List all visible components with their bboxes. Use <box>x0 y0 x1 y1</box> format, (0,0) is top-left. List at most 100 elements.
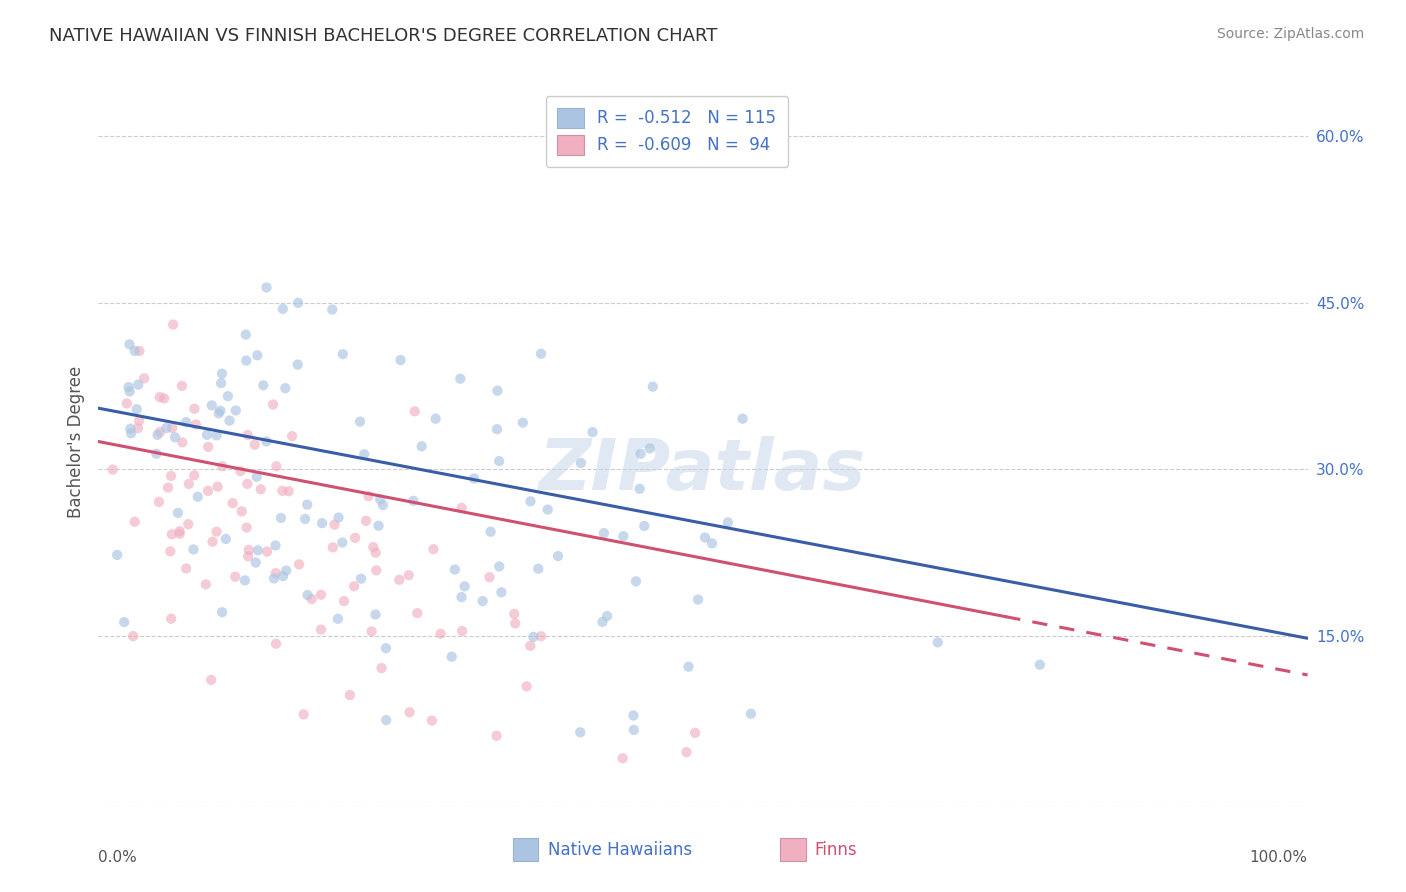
Point <box>612 529 634 543</box>
Point <box>211 459 233 474</box>
Point <box>238 543 260 558</box>
Point <box>233 574 256 588</box>
Point <box>326 612 349 626</box>
Point <box>170 379 193 393</box>
Point <box>194 577 217 591</box>
Point <box>249 483 271 497</box>
Point <box>404 404 426 418</box>
Point <box>263 571 285 585</box>
Point <box>309 588 332 602</box>
Point <box>271 569 294 583</box>
Point <box>124 515 146 529</box>
Point <box>516 680 538 694</box>
Point <box>530 629 553 643</box>
Point <box>717 516 740 530</box>
Point <box>357 489 380 503</box>
Point <box>641 379 664 393</box>
Point <box>449 372 471 386</box>
Point <box>124 343 146 358</box>
Point <box>174 561 197 575</box>
Point <box>266 459 288 474</box>
Point <box>364 607 387 622</box>
Point <box>740 706 762 721</box>
Point <box>160 527 183 541</box>
Point <box>281 429 304 443</box>
Point <box>700 536 723 550</box>
Point <box>271 483 294 498</box>
Point <box>105 548 128 562</box>
Point <box>488 454 510 468</box>
Point <box>569 725 592 739</box>
Point <box>683 726 706 740</box>
Point <box>117 380 139 394</box>
Point <box>155 421 177 435</box>
Point <box>224 570 246 584</box>
Point <box>225 403 247 417</box>
Point <box>693 531 716 545</box>
Point <box>209 403 232 417</box>
Point <box>254 434 277 449</box>
Point <box>256 280 278 294</box>
Point <box>547 549 569 563</box>
Point <box>425 411 447 425</box>
Point <box>236 428 259 442</box>
Point <box>420 714 443 728</box>
Point <box>252 378 274 392</box>
Point <box>323 517 346 532</box>
Point <box>264 637 287 651</box>
Point <box>197 440 219 454</box>
Point <box>128 414 150 428</box>
Point <box>360 624 382 639</box>
Point <box>292 707 315 722</box>
Point <box>527 562 550 576</box>
Legend: R =  -0.512   N = 115, R =  -0.609   N =  94: R = -0.512 N = 115, R = -0.609 N = 94 <box>546 95 787 167</box>
Point <box>246 543 269 558</box>
Point <box>375 713 398 727</box>
Point <box>101 462 124 476</box>
Point <box>678 659 700 673</box>
Point <box>218 414 240 428</box>
Point <box>128 343 150 358</box>
Point <box>402 493 425 508</box>
Point <box>287 358 309 372</box>
Point <box>370 661 392 675</box>
Point <box>633 519 655 533</box>
Point <box>361 540 384 554</box>
Point <box>160 612 183 626</box>
Point <box>169 524 191 539</box>
Point <box>592 615 614 629</box>
Point <box>522 630 544 644</box>
Point <box>581 425 603 439</box>
Point <box>389 353 412 368</box>
Point <box>367 518 389 533</box>
Point <box>238 549 260 564</box>
Point <box>184 417 207 432</box>
Point <box>332 347 354 361</box>
Point <box>353 447 375 461</box>
Point <box>169 526 191 541</box>
Point <box>201 534 224 549</box>
Point <box>450 590 472 604</box>
Point <box>236 476 259 491</box>
Point <box>451 624 474 638</box>
Point <box>145 447 167 461</box>
Text: 100.0%: 100.0% <box>1250 850 1308 864</box>
Point <box>440 649 463 664</box>
Point <box>371 498 394 512</box>
Point <box>200 673 222 687</box>
Point <box>519 494 541 508</box>
Point <box>120 426 142 441</box>
Point <box>221 496 243 510</box>
Point <box>530 347 553 361</box>
Point <box>328 510 350 524</box>
Point <box>125 402 148 417</box>
Point <box>277 484 299 499</box>
Point <box>512 416 534 430</box>
Point <box>350 572 373 586</box>
Point <box>118 384 141 399</box>
Point <box>349 415 371 429</box>
Point <box>167 506 190 520</box>
Point <box>201 398 224 412</box>
Point <box>623 723 645 737</box>
Point <box>122 629 145 643</box>
